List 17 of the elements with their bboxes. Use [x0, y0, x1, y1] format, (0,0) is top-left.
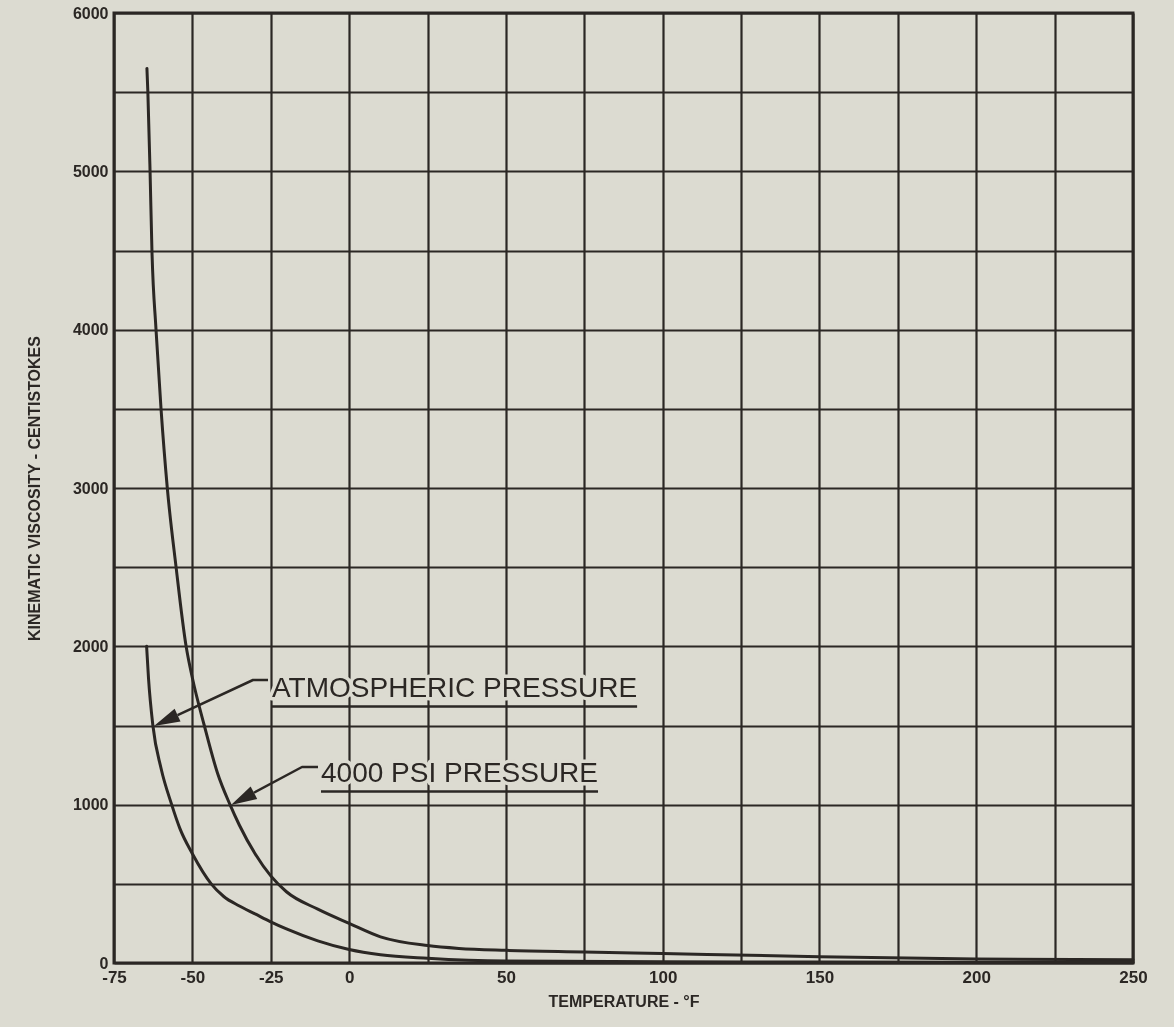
y-tick-label: 4000 — [72, 321, 109, 339]
x-tick-label: 200 — [962, 967, 991, 987]
y-tick-label: 0 — [99, 954, 109, 972]
x-tick-label: 250 — [1119, 967, 1148, 987]
y-tick-label: 1000 — [72, 796, 109, 814]
y-tick-label: 3000 — [72, 479, 109, 497]
y-tick-label: 5000 — [72, 162, 109, 180]
y-tick-label: 2000 — [72, 637, 109, 655]
x-tick-label: -50 — [180, 967, 206, 987]
y-tick-label: 6000 — [72, 4, 109, 22]
x-tick-label: -25 — [258, 967, 284, 987]
x-tick-label: 0 — [344, 967, 355, 987]
x-tick-label: 50 — [496, 967, 516, 987]
x-axis-title: TEMPERATURE - °F — [548, 992, 700, 1010]
x-tick-label: 100 — [649, 967, 678, 987]
x-tick-label: 150 — [805, 967, 835, 987]
y-axis-title: KINEMATIC VISCOSITY - CENTISTOKES — [25, 335, 43, 641]
